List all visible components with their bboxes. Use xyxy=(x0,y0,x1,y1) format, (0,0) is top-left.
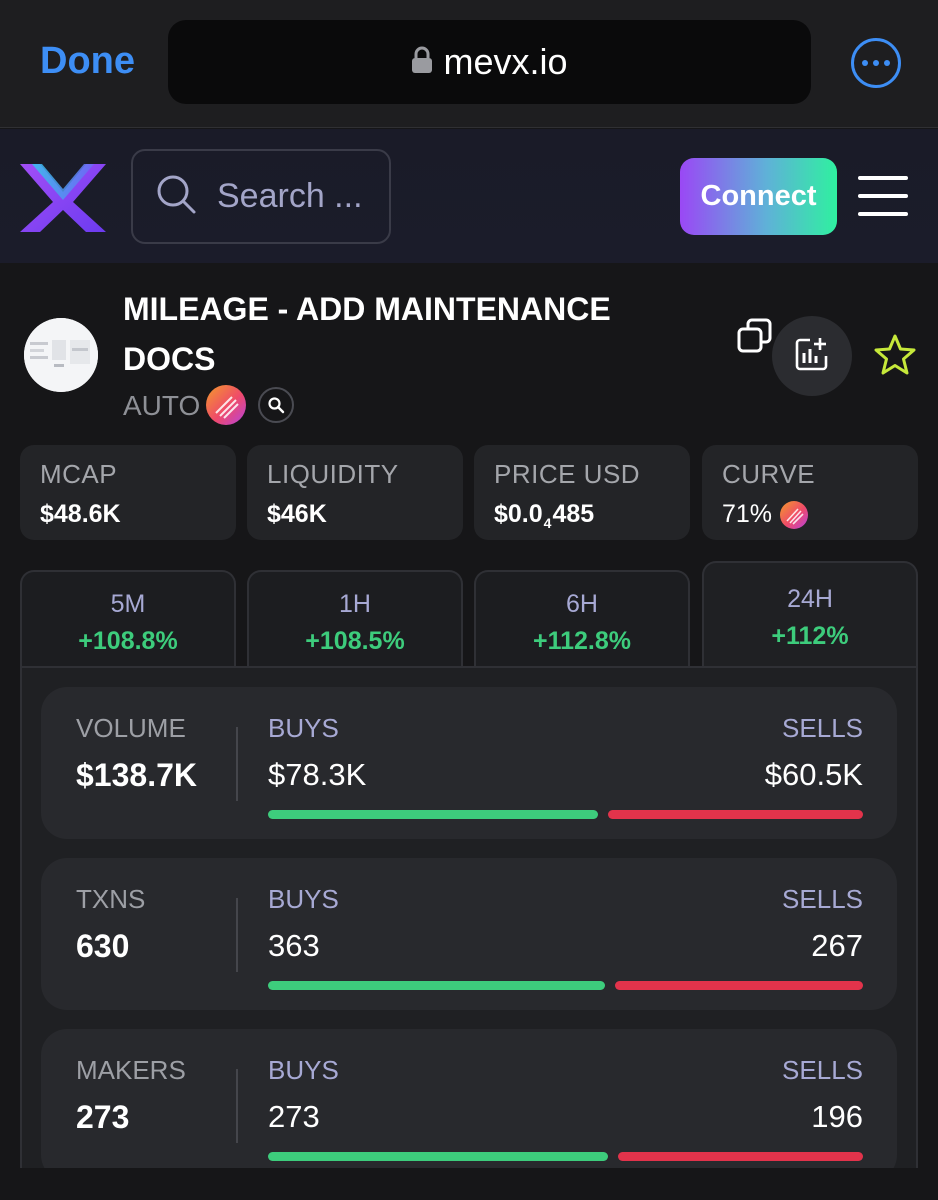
stat-value: 71% xyxy=(722,500,918,529)
pump-badge-icon xyxy=(780,500,809,529)
tab-label: 1H xyxy=(339,590,371,618)
connect-button[interactable]: Connect xyxy=(680,158,837,235)
stat-price-usd: PRICE USD $0.0 4 485 xyxy=(474,445,690,540)
metric-label: VOLUME xyxy=(76,713,186,743)
tab-change: +112% xyxy=(771,622,849,650)
buy-sell-bar xyxy=(268,981,863,990)
token-avatar xyxy=(24,318,98,392)
divider xyxy=(236,1069,238,1143)
buys-value: 363 xyxy=(268,928,320,963)
tab-change: +112.8% xyxy=(532,627,631,655)
stat-label: MCAP xyxy=(40,459,118,489)
stat-mcap: MCAP $48.6K xyxy=(20,445,236,540)
tab-change: +108.5% xyxy=(305,627,405,655)
tab-change: +108.8% xyxy=(78,627,178,655)
stat-curve: CURVE 71% xyxy=(702,445,918,540)
tab-5m[interactable]: 5M +108.8% xyxy=(20,570,236,666)
buys-value: 273 xyxy=(268,1099,320,1134)
sells-value: 196 xyxy=(811,1099,863,1134)
metric-total: 273 xyxy=(76,1099,130,1135)
metric-txns: TXNS 630 BUYS 363 SELLS 267 xyxy=(41,858,897,1010)
sell-bar xyxy=(608,810,863,819)
add-chart-icon xyxy=(794,336,830,377)
curve-percent: 71% xyxy=(722,500,773,528)
search-input[interactable] xyxy=(217,177,377,216)
search-icon xyxy=(155,173,197,220)
metric-label: TXNS xyxy=(76,884,146,914)
buy-bar xyxy=(268,981,605,990)
stat-label: CURVE xyxy=(722,459,816,489)
price-zero-count: 4 xyxy=(543,514,552,531)
buy-sell-bar xyxy=(268,1152,863,1161)
sells-label: SELLS xyxy=(782,884,863,914)
sell-bar xyxy=(618,1152,863,1161)
divider xyxy=(236,898,238,972)
sells-label: SELLS xyxy=(782,1055,863,1085)
star-icon[interactable] xyxy=(872,333,918,382)
tab-label: 24H xyxy=(787,585,833,613)
page-bottom xyxy=(0,1168,938,1200)
buy-bar xyxy=(268,1152,608,1161)
metric-volume: VOLUME $138.7K BUYS $78.3K SELLS $60.5K xyxy=(41,687,897,839)
mevx-logo-icon[interactable] xyxy=(18,162,108,239)
more-options-icon[interactable] xyxy=(851,38,901,88)
sells-value: 267 xyxy=(811,928,863,963)
metric-total: 630 xyxy=(76,928,130,964)
done-button[interactable]: Done xyxy=(40,40,135,82)
divider xyxy=(236,727,238,801)
tab-label: 6H xyxy=(566,590,598,618)
address-bar[interactable]: mevx.io xyxy=(168,20,811,104)
lock-icon xyxy=(411,46,433,79)
search-box[interactable] xyxy=(131,149,391,244)
buys-label: BUYS xyxy=(268,884,339,914)
stat-liquidity: LIQUIDITY $46K xyxy=(247,445,463,540)
search-badge-icon[interactable] xyxy=(258,387,294,423)
token-name: MILEAGE - ADD MAINTENANCE DOCS xyxy=(123,291,611,377)
add-chart-button[interactable] xyxy=(772,316,852,396)
stat-value: $48.6K xyxy=(40,500,121,528)
sell-bar xyxy=(615,981,863,990)
sells-value: $60.5K xyxy=(764,757,863,792)
tab-1h[interactable]: 1H +108.5% xyxy=(247,570,463,666)
tab-label: 5M xyxy=(110,590,146,618)
token-symbol: AUTO xyxy=(123,390,201,421)
buys-value: $78.3K xyxy=(268,757,367,792)
stat-value: $0.0 4 485 xyxy=(494,500,690,531)
copy-icon[interactable] xyxy=(737,318,773,359)
url-text: mevx.io xyxy=(443,41,568,82)
buy-sell-bar xyxy=(268,810,863,819)
metric-total: $138.7K xyxy=(76,757,197,793)
price-prefix: $0.0 xyxy=(494,500,543,528)
buys-label: BUYS xyxy=(268,713,339,743)
buy-bar xyxy=(268,810,598,819)
stat-value: $46K xyxy=(267,500,327,528)
hamburger-menu-icon[interactable] xyxy=(858,176,908,216)
price-suffix: 485 xyxy=(552,500,595,528)
stat-label: PRICE USD xyxy=(494,459,641,489)
tab-24h[interactable]: 24H +112% xyxy=(702,561,918,666)
pump-badge-icon[interactable] xyxy=(206,385,246,425)
metric-label: MAKERS xyxy=(76,1055,186,1085)
tab-6h[interactable]: 6H +112.8% xyxy=(474,570,690,666)
sells-label: SELLS xyxy=(782,713,863,743)
buys-label: BUYS xyxy=(268,1055,339,1085)
metric-makers: MAKERS 273 BUYS 273 SELLS 196 xyxy=(41,1029,897,1181)
stat-label: LIQUIDITY xyxy=(267,459,399,489)
